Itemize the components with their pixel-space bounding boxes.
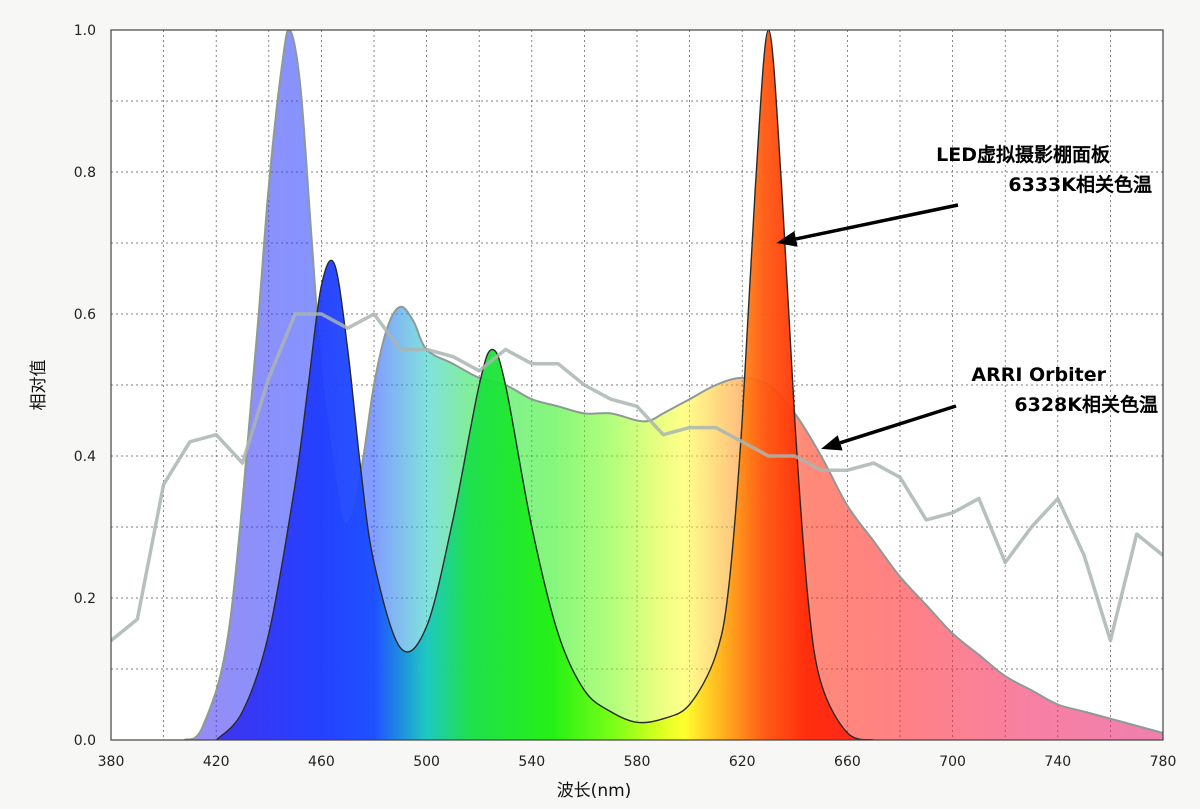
- annotation-arrow-line: [795, 203, 959, 241]
- y-tick-label: 0.6: [74, 307, 96, 323]
- x-tick-label: 580: [624, 754, 651, 770]
- x-tick-label: 660: [834, 754, 861, 770]
- y-tick-label: 0.2: [74, 591, 96, 607]
- annotation-led-line1: LED虚拟摄影棚面板: [936, 143, 1111, 166]
- y-tick-label: 1.0: [74, 23, 96, 39]
- x-tick-label: 460: [308, 754, 335, 770]
- annotation-arri-line1: ARRI Orbiter: [971, 364, 1106, 386]
- x-tick-labels: 380 420 460 500 540 580 620 660 700 740 780: [98, 754, 1177, 770]
- annotation-led-line2: 6333K相关色温: [1008, 173, 1152, 196]
- series-arri-orbiter-fill: [184, 30, 1163, 740]
- annotation-arrow-head: [821, 435, 843, 451]
- x-tick-label: 780: [1150, 754, 1177, 770]
- x-tick-label: 700: [939, 754, 966, 770]
- annotation-arrow-line: [839, 404, 957, 445]
- y-tick-label: 0.8: [74, 165, 96, 181]
- y-axis-title: 相对值: [29, 360, 49, 411]
- series-arri-orbiter-outline: [183, 30, 1163, 740]
- plot-frame: [110, 29, 1164, 741]
- y-tick-labels: 0.0 0.2 0.4 0.6 0.8 1.0: [74, 23, 96, 749]
- x-tick-label: 420: [203, 754, 230, 770]
- x-tick-label: 500: [413, 754, 440, 770]
- x-tick-label: 740: [1044, 754, 1071, 770]
- x-tick-label: 380: [98, 754, 125, 770]
- x-tick-label: 620: [729, 754, 756, 770]
- series-led-panel-outline: [215, 30, 874, 740]
- y-tick-label: 0.4: [74, 449, 96, 465]
- annotations: LED虚拟摄影棚面板 6333K相关色温 ARRI Orbiter 6328K相…: [776, 143, 1158, 451]
- series-reference-line: [111, 312, 1163, 643]
- annotation-arrow-head: [776, 231, 798, 247]
- annotation-arrows: [776, 203, 959, 451]
- series-led-panel-fill: [216, 30, 874, 740]
- y-tick-label: 0.0: [74, 733, 96, 749]
- x-tick-label: 540: [518, 754, 545, 770]
- annotation-arri-line2: 6328K相关色温: [1014, 393, 1158, 416]
- x-axis-title: 波长(nm): [557, 781, 632, 801]
- series-layer: [111, 30, 1163, 740]
